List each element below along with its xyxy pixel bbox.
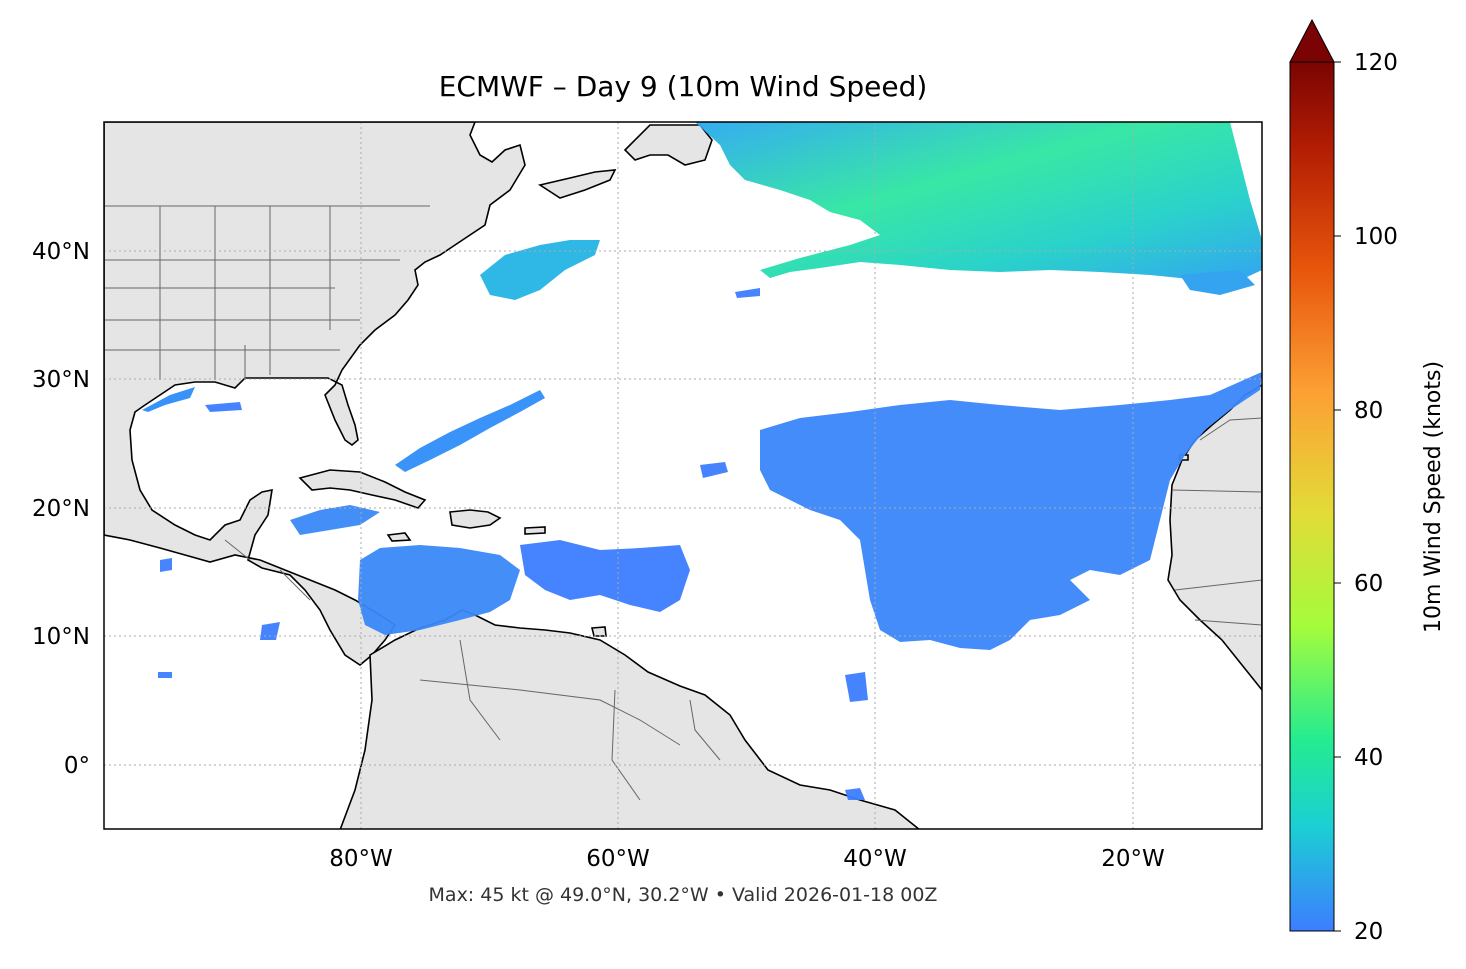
colorbar-extend-arrow	[1289, 18, 1335, 63]
map-frame	[103, 121, 1263, 830]
colorbar-tick-120: 120	[1354, 50, 1398, 76]
lat-tick-20n: 20°N	[32, 496, 90, 522]
wind-caribbean	[358, 545, 520, 635]
wind-north-atlantic	[695, 122, 1262, 285]
nova-scotia	[537, 169, 617, 199]
colorbar-tick-40: 40	[1354, 745, 1383, 771]
wind-patch-bermuda	[480, 240, 600, 300]
puerto-rico	[524, 526, 546, 535]
lon-tick-20w: 20°W	[1101, 846, 1165, 872]
lat-tick-30n: 30°N	[32, 367, 90, 393]
colorbar-label: 10m Wind Speed (knots)	[1421, 361, 1446, 633]
wind-scatter-6	[160, 558, 172, 572]
hispaniola	[449, 509, 502, 529]
wind-scatter-2	[735, 288, 760, 298]
wind-antilles	[520, 540, 690, 612]
wind-scatter-1	[700, 462, 728, 478]
wind-bahamas	[395, 390, 545, 472]
wind-subtropical	[760, 372, 1262, 650]
lat-tick-10n: 10°N	[32, 624, 90, 650]
wind-scatter-4	[845, 788, 865, 800]
lon-tick-80w: 80°W	[329, 846, 393, 872]
map-footer: Max: 45 kt @ 49.0°N, 30.2°W • Valid 2026…	[428, 884, 938, 906]
map-title: ECMWF – Day 9 (10m Wind Speed)	[438, 70, 928, 103]
lon-tick-40w: 40°W	[843, 846, 907, 872]
wind-scatter-7	[158, 672, 172, 678]
lat-tick-40n: 40°N	[32, 239, 90, 265]
cuba	[298, 469, 427, 509]
lat-tick-0: 0°	[64, 753, 90, 779]
trinidad	[590, 626, 607, 637]
lon-tick-60w: 60°W	[586, 846, 650, 872]
map-area	[104, 122, 1262, 829]
colorbar-tick-60: 60	[1354, 571, 1383, 597]
wind-patch-east	[1180, 270, 1255, 295]
newfoundland	[623, 124, 713, 166]
jamaica	[386, 532, 412, 542]
africa	[1167, 384, 1262, 692]
wind-scatter-3	[845, 672, 868, 702]
wind-field	[142, 122, 1262, 800]
colorbar: 20 40 60 80 100 120 10m Wind Speed (knot…	[1289, 18, 1446, 945]
colorbar-tick-100: 100	[1354, 224, 1398, 250]
borders	[104, 205, 1262, 801]
wind-gulf	[142, 387, 195, 412]
land	[104, 122, 1262, 829]
gridlines	[104, 122, 1262, 829]
colorbar-gradient	[1289, 61, 1335, 932]
colorbar-tick-20: 20	[1354, 919, 1383, 945]
wind-cuba-south	[290, 505, 380, 535]
wind-gulf-2	[205, 402, 242, 412]
colorbar-tick-80: 80	[1354, 398, 1383, 424]
